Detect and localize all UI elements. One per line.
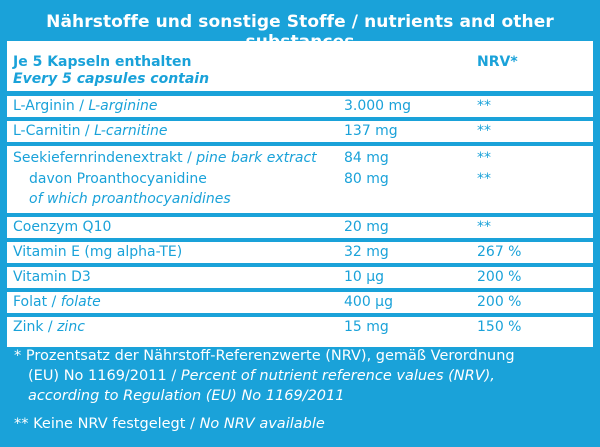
nutrient-amount: 20 mg (344, 219, 389, 235)
divider (7, 142, 593, 146)
table-row: Vitamin E (mg alpha-TE) 32 mg 267 % (7, 242, 593, 263)
footnote-1-line3: according to Regulation (EU) No 1169/201… (28, 388, 345, 404)
divider (7, 263, 593, 267)
footnote-nrv: * Prozentsatz der Nährstoff-Referenzwert… (14, 346, 515, 406)
nutrient-name: Seekiefernrindenextrakt / pine bark extr… (13, 150, 317, 166)
nutrient-nrv: ** (477, 98, 491, 114)
nutrient-amount: 84 mg (344, 150, 389, 166)
footnote-1-line2: (EU) No 1169/2011 / Percent of nutrient … (28, 368, 495, 384)
nutrient-nrv: 267 % (477, 244, 522, 260)
nutrient-amount: 32 mg (344, 244, 389, 260)
nutrient-nrv: ** (477, 219, 491, 235)
nutrient-name: Vitamin D3 (13, 269, 91, 285)
divider (7, 91, 593, 96)
nutrient-nrv: 200 % (477, 269, 522, 285)
divider (7, 238, 593, 242)
nutrient-amount: 400 µg (344, 294, 393, 310)
nutrient-table: Je 5 Kapseln enthalten Every 5 capsules … (7, 41, 593, 347)
table-row: Folat / folate 400 µg 200 % (7, 292, 593, 313)
nutrient-amount: 3.000 mg (344, 98, 412, 114)
table-row: Seekiefernrindenextrakt / pine bark extr… (7, 146, 593, 213)
nutrient-amount: 10 µg (344, 269, 385, 285)
nutrient-name: L-Arginin / L-arginine (13, 98, 158, 114)
nutrient-nrv: 200 % (477, 294, 522, 310)
nutrient-amount: 15 mg (344, 319, 389, 335)
footnote-1-de: * Prozentsatz der Nährstoff-Referenzwert… (14, 348, 515, 364)
table-row: Vitamin D3 10 µg 200 % (7, 267, 593, 288)
header-label-en: Every 5 capsules contain (13, 71, 210, 87)
table-row: Zink / zinc 15 mg 150 % (7, 317, 593, 339)
sub-nutrient-nrv: ** (477, 171, 491, 187)
table-header: Je 5 Kapseln enthalten Every 5 capsules … (7, 41, 593, 91)
nutrient-name: Zink / zinc (13, 319, 85, 335)
sub-nutrient-name: davon Proanthocyanidine (29, 171, 207, 187)
table-row: Coenzym Q10 20 mg ** (7, 217, 593, 238)
nutrient-nrv: ** (477, 150, 491, 166)
table-row: L-Arginin / L-arginine 3.000 mg ** (7, 96, 593, 117)
nutrient-nrv: ** (477, 123, 491, 139)
sub-nutrient-name-en: of which proanthocyanidines (29, 191, 231, 207)
nutrient-name: L-Carnitin / L-carnitine (13, 123, 168, 139)
header-nrv: NRV* (477, 54, 518, 70)
divider (7, 288, 593, 292)
sub-nutrient-amount: 80 mg (344, 171, 389, 187)
nutrient-name: Folat / folate (13, 294, 101, 310)
divider (7, 313, 593, 317)
divider (7, 117, 593, 121)
divider (7, 213, 593, 217)
nutrient-name: Coenzym Q10 (13, 219, 112, 235)
nutrient-name: Vitamin E (mg alpha-TE) (13, 244, 183, 260)
table-row: L-Carnitin / L-carnitine 137 mg ** (7, 121, 593, 142)
footnote-no-nrv: ** Keine NRV festgelegt / No NRV availab… (14, 416, 325, 432)
nutrient-amount: 137 mg (344, 123, 398, 139)
nutrient-nrv: 150 % (477, 319, 522, 335)
header-label-de: Je 5 Kapseln enthalten (13, 54, 192, 70)
